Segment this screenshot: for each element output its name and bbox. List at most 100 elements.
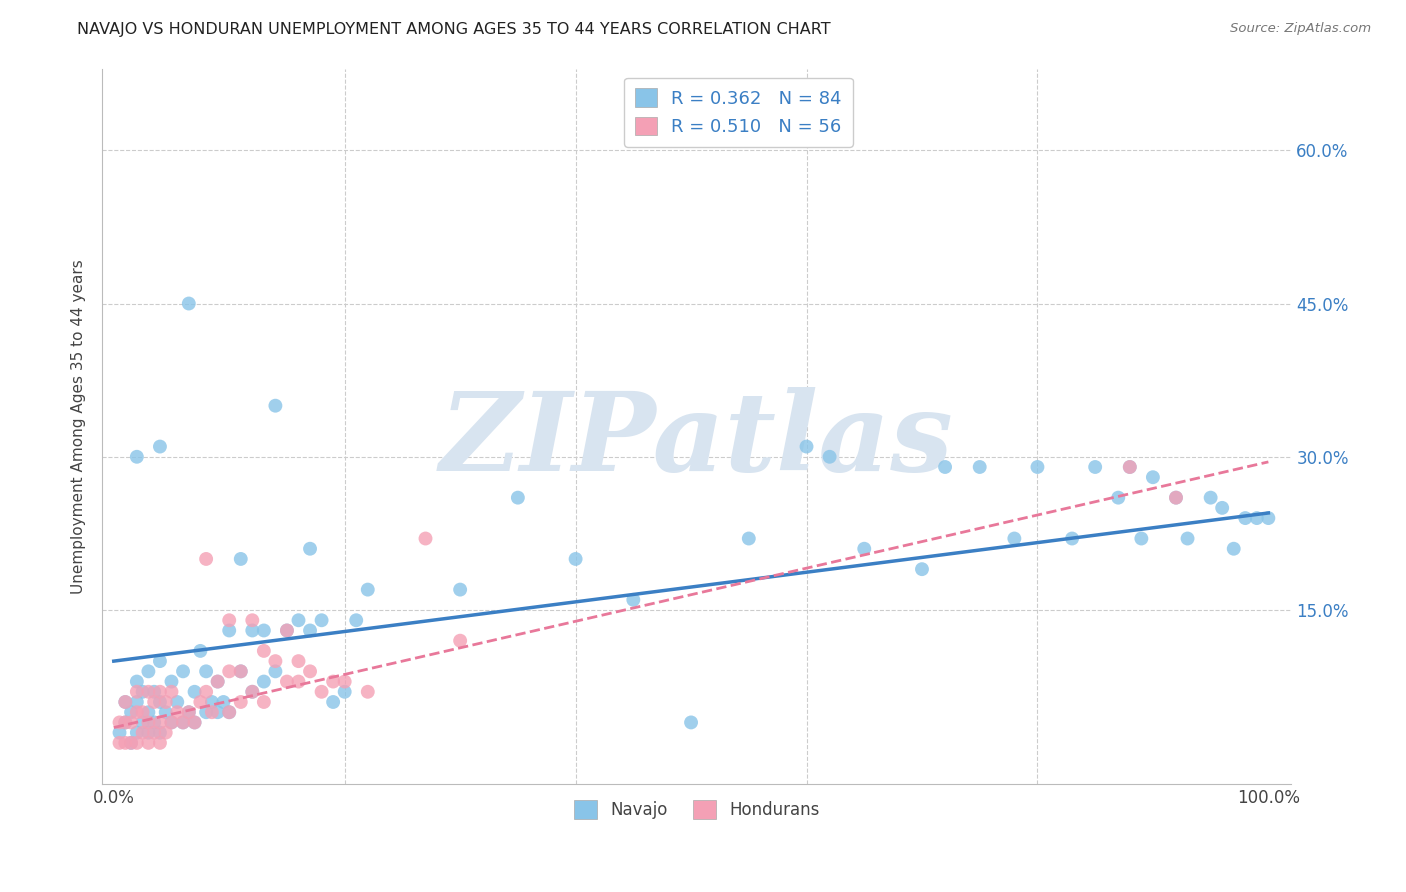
Point xyxy=(149,725,172,739)
Point xyxy=(240,613,263,627)
Point xyxy=(120,715,142,730)
Point xyxy=(143,715,166,730)
Point xyxy=(149,440,172,454)
Point xyxy=(212,695,235,709)
Point xyxy=(218,613,240,627)
Point xyxy=(276,624,298,638)
Point xyxy=(357,685,380,699)
Point xyxy=(1164,491,1187,505)
Point xyxy=(125,736,148,750)
Text: NAVAJO VS HONDURAN UNEMPLOYMENT AMONG AGES 35 TO 44 YEARS CORRELATION CHART: NAVAJO VS HONDURAN UNEMPLOYMENT AMONG AG… xyxy=(77,22,831,37)
Point xyxy=(125,705,148,719)
Point xyxy=(796,440,818,454)
Point xyxy=(155,695,177,709)
Point xyxy=(138,685,160,699)
Point xyxy=(357,582,380,597)
Point xyxy=(276,624,298,638)
Point xyxy=(264,665,287,679)
Y-axis label: Unemployment Among Ages 35 to 44 years: Unemployment Among Ages 35 to 44 years xyxy=(72,259,86,593)
Point xyxy=(166,705,188,719)
Point xyxy=(166,695,188,709)
Point xyxy=(506,491,529,505)
Point xyxy=(253,695,276,709)
Point xyxy=(218,624,240,638)
Point xyxy=(114,715,136,730)
Point xyxy=(853,541,876,556)
Point xyxy=(621,592,644,607)
Point xyxy=(138,705,160,719)
Point xyxy=(229,695,252,709)
Point xyxy=(240,624,263,638)
Point xyxy=(1026,460,1049,475)
Point xyxy=(207,674,229,689)
Point xyxy=(160,715,183,730)
Point xyxy=(125,685,148,699)
Point xyxy=(299,665,322,679)
Point xyxy=(149,736,172,750)
Point xyxy=(264,654,287,668)
Point xyxy=(253,624,276,638)
Text: ZIPatlas: ZIPatlas xyxy=(440,386,953,494)
Point xyxy=(125,695,148,709)
Point xyxy=(287,674,309,689)
Point xyxy=(449,582,471,597)
Point xyxy=(218,665,240,679)
Point xyxy=(1246,511,1268,525)
Point xyxy=(138,715,160,730)
Point xyxy=(120,705,142,719)
Point xyxy=(253,674,276,689)
Point xyxy=(333,674,356,689)
Point xyxy=(143,685,166,699)
Point xyxy=(195,685,218,699)
Point xyxy=(240,685,263,699)
Point xyxy=(108,715,131,730)
Point xyxy=(160,685,183,699)
Point xyxy=(344,613,367,627)
Point xyxy=(738,532,761,546)
Point xyxy=(131,685,153,699)
Point xyxy=(108,725,131,739)
Point xyxy=(253,644,276,658)
Point xyxy=(120,736,142,750)
Point xyxy=(322,674,344,689)
Text: Source: ZipAtlas.com: Source: ZipAtlas.com xyxy=(1230,22,1371,36)
Point xyxy=(1164,491,1187,505)
Point xyxy=(1211,500,1233,515)
Point xyxy=(160,674,183,689)
Point xyxy=(299,624,322,638)
Point xyxy=(229,665,252,679)
Point xyxy=(188,644,211,658)
Point xyxy=(138,736,160,750)
Point xyxy=(299,541,322,556)
Point xyxy=(218,705,240,719)
Point xyxy=(172,665,194,679)
Point xyxy=(218,705,240,719)
Point xyxy=(1234,511,1257,525)
Point xyxy=(177,296,200,310)
Point xyxy=(287,613,309,627)
Point xyxy=(108,736,131,750)
Point xyxy=(311,613,333,627)
Point xyxy=(149,685,172,699)
Point xyxy=(125,674,148,689)
Point xyxy=(149,654,172,668)
Point xyxy=(333,685,356,699)
Point xyxy=(207,674,229,689)
Point xyxy=(201,695,224,709)
Point xyxy=(1062,532,1084,546)
Point xyxy=(1142,470,1164,484)
Point xyxy=(172,715,194,730)
Point xyxy=(1107,491,1129,505)
Point xyxy=(125,725,148,739)
Point xyxy=(155,705,177,719)
Point xyxy=(287,654,309,668)
Point xyxy=(195,705,218,719)
Point xyxy=(120,736,142,750)
Point xyxy=(1177,532,1199,546)
Point xyxy=(934,460,956,475)
Point xyxy=(143,725,166,739)
Legend: Navajo, Hondurans: Navajo, Hondurans xyxy=(567,793,827,825)
Point xyxy=(240,685,263,699)
Point xyxy=(195,552,218,566)
Point xyxy=(681,715,703,730)
